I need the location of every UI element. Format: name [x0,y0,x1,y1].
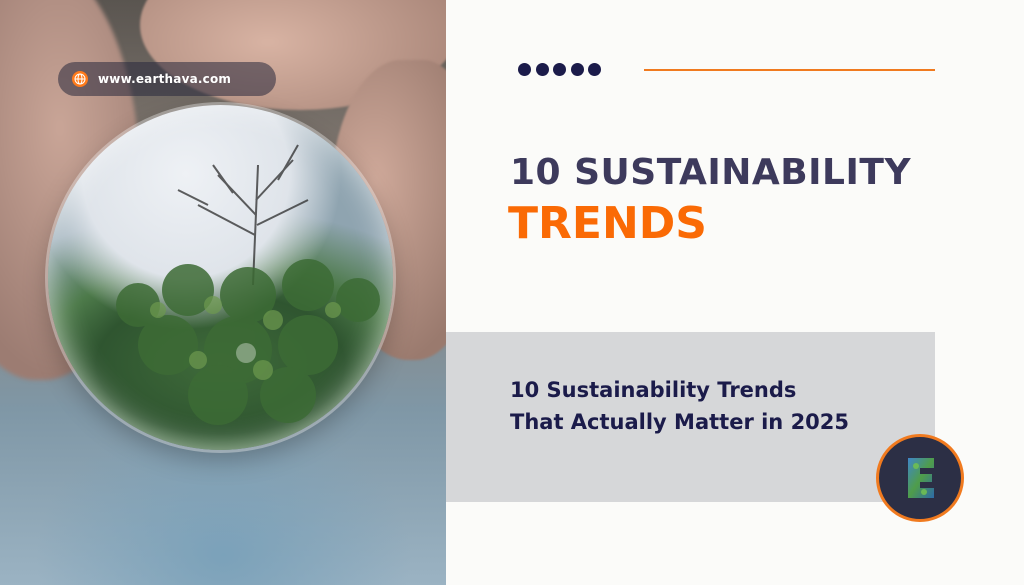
website-url[interactable]: www.earthava.com [98,72,232,86]
headline-line-2: TRENDS [508,198,707,249]
crystal-ball [48,105,393,450]
earth-letter-e-icon [908,458,934,498]
dot [570,63,584,76]
dot [518,63,531,76]
crystal-ball-photo: www.earthava.com [0,0,446,585]
subtitle-text: 10 Sustainability Trends That Actually M… [510,378,850,434]
dot [553,63,566,76]
headline-line-1: 10 SUSTAINABILITY [510,152,912,193]
decorative-dots [518,63,606,76]
globe-icon [72,71,88,87]
decorative-rule [644,69,935,71]
earthava-logo-icon [876,434,964,522]
dot [588,63,601,76]
website-url-badge[interactable]: www.earthava.com [58,62,276,96]
dot [535,63,549,76]
tree-reflection-icon [116,144,380,425]
subtitle-panel: 10 Sustainability Trends That Actually M… [446,332,935,502]
